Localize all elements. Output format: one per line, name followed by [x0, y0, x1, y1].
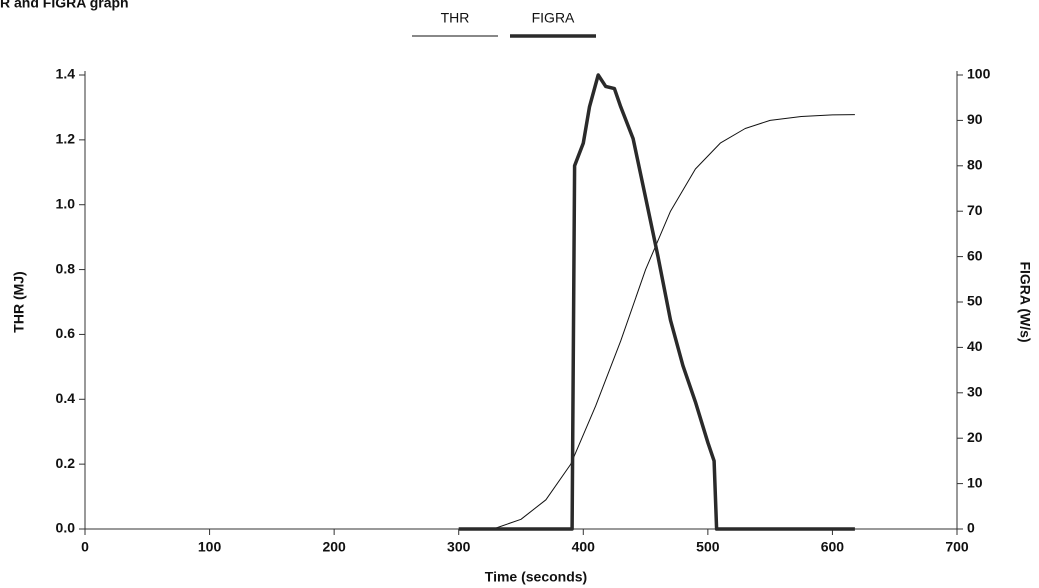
y-tick-label: 0.8 — [56, 260, 76, 276]
y-tick-label: 1.0 — [56, 195, 76, 211]
y2-tick-label: 50 — [967, 293, 983, 309]
legend-label: THR — [441, 10, 470, 26]
y-tick-label: 1.2 — [56, 131, 76, 147]
x-tick-label: 200 — [322, 539, 346, 555]
y2-tick-label: 70 — [967, 202, 983, 218]
chart-title: R and FIGRA graph — [0, 0, 129, 11]
y-tick-label: 0.0 — [56, 520, 76, 536]
x-tick-label: 300 — [447, 539, 471, 555]
y2-axis-label: FIGRA (W/s) — [1017, 261, 1033, 342]
x-tick-label: 400 — [572, 539, 596, 555]
x-tick-label: 600 — [821, 539, 845, 555]
y2-tick-label: 100 — [967, 66, 991, 82]
x-tick-label: 100 — [198, 539, 222, 555]
y-tick-label: 0.6 — [56, 325, 76, 341]
legend-label: FIGRA — [532, 10, 575, 26]
y2-tick-label: 90 — [967, 111, 983, 127]
y2-tick-label: 10 — [967, 474, 983, 490]
y-tick-label: 0.2 — [56, 455, 76, 471]
x-axis-label: Time (seconds) — [485, 569, 587, 585]
y-tick-label: 0.4 — [56, 390, 76, 406]
y2-tick-label: 80 — [967, 157, 983, 173]
y-axis-label: THR (MJ) — [11, 271, 27, 332]
y2-tick-label: 60 — [967, 247, 983, 263]
y2-tick-label: 40 — [967, 338, 983, 354]
x-tick-label: 0 — [81, 539, 89, 555]
series-line — [458, 73, 855, 531]
y2-tick-label: 0 — [967, 520, 975, 536]
y2-tick-label: 20 — [967, 429, 983, 445]
x-tick-label: 700 — [945, 539, 969, 555]
y-tick-label: 1.4 — [56, 66, 76, 82]
y2-tick-label: 30 — [967, 384, 983, 400]
series-line — [458, 114, 855, 530]
x-tick-label: 500 — [696, 539, 720, 555]
